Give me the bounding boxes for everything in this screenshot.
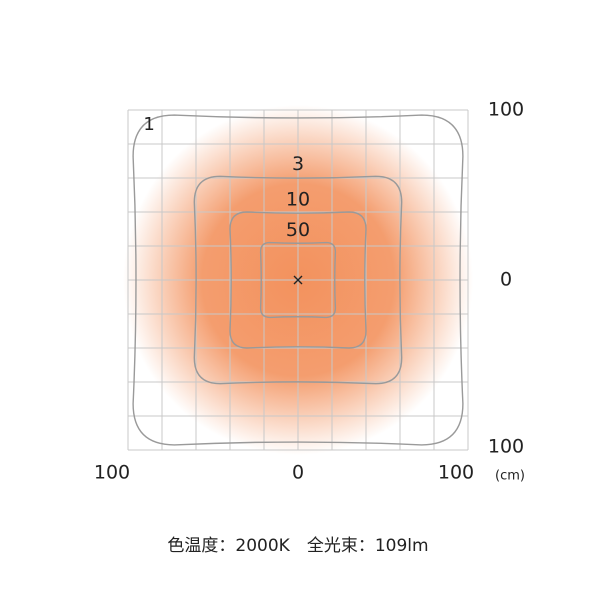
caption: 色温度：2000K 全光束：109lm: [167, 536, 428, 556]
contour-label: 3: [292, 153, 304, 175]
contour-line: [259, 241, 337, 319]
y-tick-label: 0: [500, 269, 512, 291]
contour-label: 50: [286, 219, 310, 241]
contour-label: 1: [143, 114, 154, 135]
contour-line: [132, 114, 464, 446]
y-tick-label: 100: [488, 436, 524, 458]
contour-label: 10: [286, 189, 310, 211]
x-tick-label: 100: [94, 462, 130, 484]
unit-label: (cm): [495, 469, 525, 484]
contour-line: [229, 211, 367, 349]
x-tick-label: 0: [292, 462, 304, 484]
center-mark: [293, 275, 303, 285]
x-tick-label: 100: [438, 462, 474, 484]
contour-line: [193, 175, 403, 385]
y-tick-label: 100: [488, 99, 524, 121]
